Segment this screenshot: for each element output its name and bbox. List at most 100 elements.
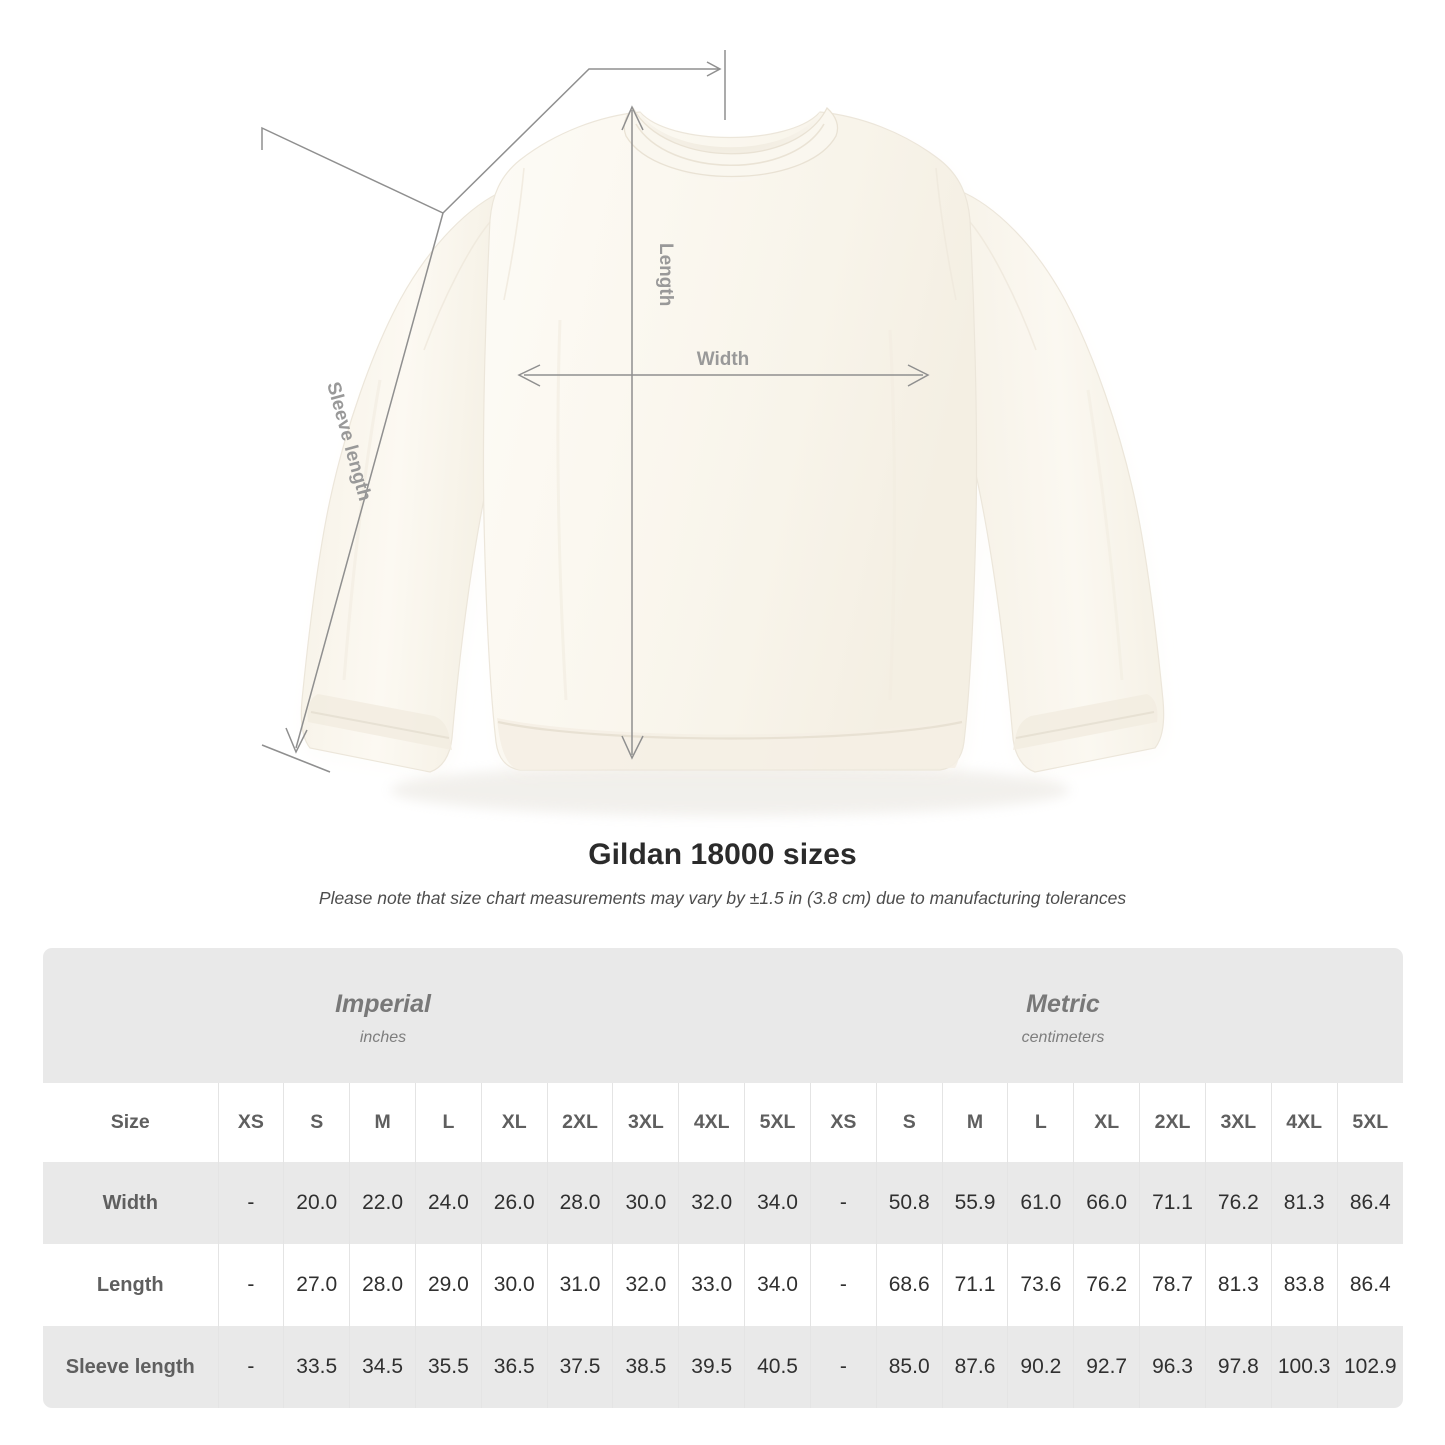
right-armhole-seam	[969, 221, 1037, 351]
cell-imperial-4xl: 32.0	[678, 1162, 745, 1244]
size-header-imperial-xl: XL	[480, 1083, 548, 1162]
size-header-metric-m: M	[941, 1083, 1008, 1162]
cell-metric-m: 71.1	[941, 1244, 1008, 1326]
right-cuff	[1013, 694, 1158, 750]
size-table: Size XS S M L XL 2XL 3XL 4XL 5XL XS S M L XL 2XL 3XL 4XL 5…	[43, 1083, 1403, 1408]
sleeve-length-end-tick	[261, 744, 331, 773]
cell-imperial-3xl: 30.0	[612, 1162, 679, 1244]
cell-metric-s: 68.6	[875, 1244, 943, 1326]
cell-imperial-xl: 30.0	[480, 1244, 548, 1326]
cell-metric-xl: 76.2	[1073, 1244, 1140, 1326]
length-arrowhead-bottom	[621, 735, 644, 760]
cell-metric-xl: 66.0	[1073, 1162, 1140, 1244]
width-arrowhead-right	[907, 364, 930, 387]
cell-imperial-m: 22.0	[349, 1162, 416, 1244]
width-annotation-label: Width	[697, 349, 750, 370]
width-arrowhead-left	[517, 364, 541, 387]
cell-metric-4xl: 100.3	[1270, 1326, 1338, 1408]
cell-metric-2xl: 96.3	[1139, 1326, 1206, 1408]
cell-imperial-2xl: 37.5	[546, 1326, 613, 1408]
garment-illustration: Length Width Sleeve length	[261, 50, 1165, 816]
sleeve-length-line	[295, 212, 444, 749]
cell-imperial-s: 27.0	[283, 1244, 350, 1326]
cell-imperial-xs: -	[217, 1244, 284, 1326]
cell-metric-2xl: 78.7	[1139, 1244, 1206, 1326]
cell-imperial-2xl: 31.0	[546, 1244, 613, 1326]
cell-metric-xl: 92.7	[1073, 1326, 1140, 1408]
size-header-metric-xl: XL	[1073, 1083, 1140, 1162]
garment-drop-shadow	[390, 764, 1070, 816]
cell-metric-3xl: 81.3	[1204, 1244, 1272, 1326]
table-row: Length -27.0 28.0 29.0 30.0 31.0 32.0 33.0 34.0-…	[43, 1244, 1403, 1326]
size-header-imperial-m: M	[349, 1083, 416, 1162]
table-row: Sleeve length -33.5 34.5 35.5 36.5 37.5 38.5 39…	[43, 1326, 1403, 1408]
cell-imperial-l: 35.5	[414, 1326, 482, 1408]
size-header-imperial-s: S	[283, 1083, 350, 1162]
size-header-metric-s: S	[875, 1083, 943, 1162]
length-annotation-label: Length	[655, 243, 676, 306]
cell-metric-s: 85.0	[875, 1326, 943, 1408]
size-header-imperial-2xl: 2XL	[546, 1083, 613, 1162]
waistband-seam	[497, 720, 963, 740]
size-header-metric-xs: XS	[809, 1083, 877, 1162]
cell-imperial-l: 24.0	[414, 1162, 482, 1244]
size-table-container: Imperial inches Metric centimeters Size X…	[43, 948, 1403, 1408]
measurement-lines	[261, 50, 930, 773]
right-shoulder-seam	[935, 167, 957, 301]
cell-metric-m: 87.6	[941, 1326, 1008, 1408]
row-label-width: Width	[102, 1191, 158, 1214]
page-title: Gildan 18000 sizes	[588, 838, 857, 871]
cell-imperial-5xl: 34.0	[744, 1162, 811, 1244]
size-header-metric-2xl: 2XL	[1139, 1083, 1206, 1162]
size-header-imperial-xs: XS	[217, 1083, 284, 1162]
cell-imperial-xl: 26.0	[480, 1162, 548, 1244]
cell-imperial-xl: 36.5	[480, 1326, 548, 1408]
cell-metric-4xl: 81.3	[1270, 1162, 1338, 1244]
imperial-header: Imperial inches	[43, 948, 723, 1083]
cell-imperial-s: 33.5	[283, 1326, 350, 1408]
cell-imperial-3xl: 32.0	[612, 1244, 679, 1326]
collar-rib	[623, 106, 839, 178]
sweatshirt-diagram: Length Width Sleeve length	[261, 50, 1165, 816]
size-table-head: Size XS S M L XL 2XL 3XL 4XL 5XL XS S M L XL 2XL 3XL 4XL 5…	[43, 1083, 1403, 1162]
length-arrowhead-top	[621, 105, 644, 131]
unit-system-header: Imperial inches Metric centimeters	[43, 948, 1403, 1083]
cell-metric-5xl: 102.9	[1336, 1326, 1403, 1408]
cell-metric-l: 73.6	[1007, 1244, 1074, 1326]
tolerance-note: Please note that size chart measurements…	[318, 888, 1127, 908]
cell-imperial-3xl: 38.5	[612, 1326, 679, 1408]
cell-imperial-l: 29.0	[414, 1244, 482, 1326]
cell-imperial-4xl: 39.5	[678, 1326, 745, 1408]
cell-metric-m: 55.9	[941, 1162, 1008, 1244]
size-header-row: Size XS S M L XL 2XL 3XL 4XL 5XL XS S M L XL 2XL 3XL 4XL 5…	[43, 1083, 1403, 1162]
cell-imperial-xs: -	[217, 1162, 284, 1244]
sleeve-length-arrowhead	[285, 727, 308, 754]
cell-metric-4xl: 83.8	[1270, 1244, 1338, 1326]
cell-metric-5xl: 86.4	[1336, 1162, 1403, 1244]
cell-metric-2xl: 71.1	[1139, 1162, 1206, 1244]
sleeve-leader-arrowhead	[706, 61, 722, 77]
collar-inner-seam	[635, 123, 825, 167]
left-shoulder-seam	[503, 167, 525, 301]
size-header-imperial-3xl: 3XL	[612, 1083, 679, 1162]
metric-title: Metric	[1026, 989, 1100, 1018]
metric-subtitle: centimeters	[1021, 1029, 1105, 1047]
size-header-metric-4xl: 4XL	[1270, 1083, 1338, 1162]
size-header-imperial-l: L	[414, 1083, 482, 1162]
cell-metric-l: 61.0	[1007, 1162, 1074, 1244]
fabric-fold-1	[556, 319, 568, 701]
size-header-metric-5xl: 5XL	[1336, 1083, 1403, 1162]
imperial-subtitle: inches	[359, 1029, 407, 1047]
fabric-fold-4	[1086, 389, 1124, 681]
right-cuff-seam	[1015, 711, 1155, 739]
cell-metric-s: 50.8	[875, 1162, 943, 1244]
left-cuff-seam	[310, 711, 450, 739]
left-cuff	[307, 694, 452, 750]
cell-imperial-m: 28.0	[349, 1244, 416, 1326]
cell-metric-xs: -	[809, 1326, 877, 1408]
row-label-sleeve-length: Sleeve length	[65, 1355, 195, 1378]
cell-imperial-5xl: 34.0	[744, 1244, 811, 1326]
cell-imperial-2xl: 28.0	[546, 1162, 613, 1244]
imperial-title: Imperial	[335, 989, 431, 1018]
